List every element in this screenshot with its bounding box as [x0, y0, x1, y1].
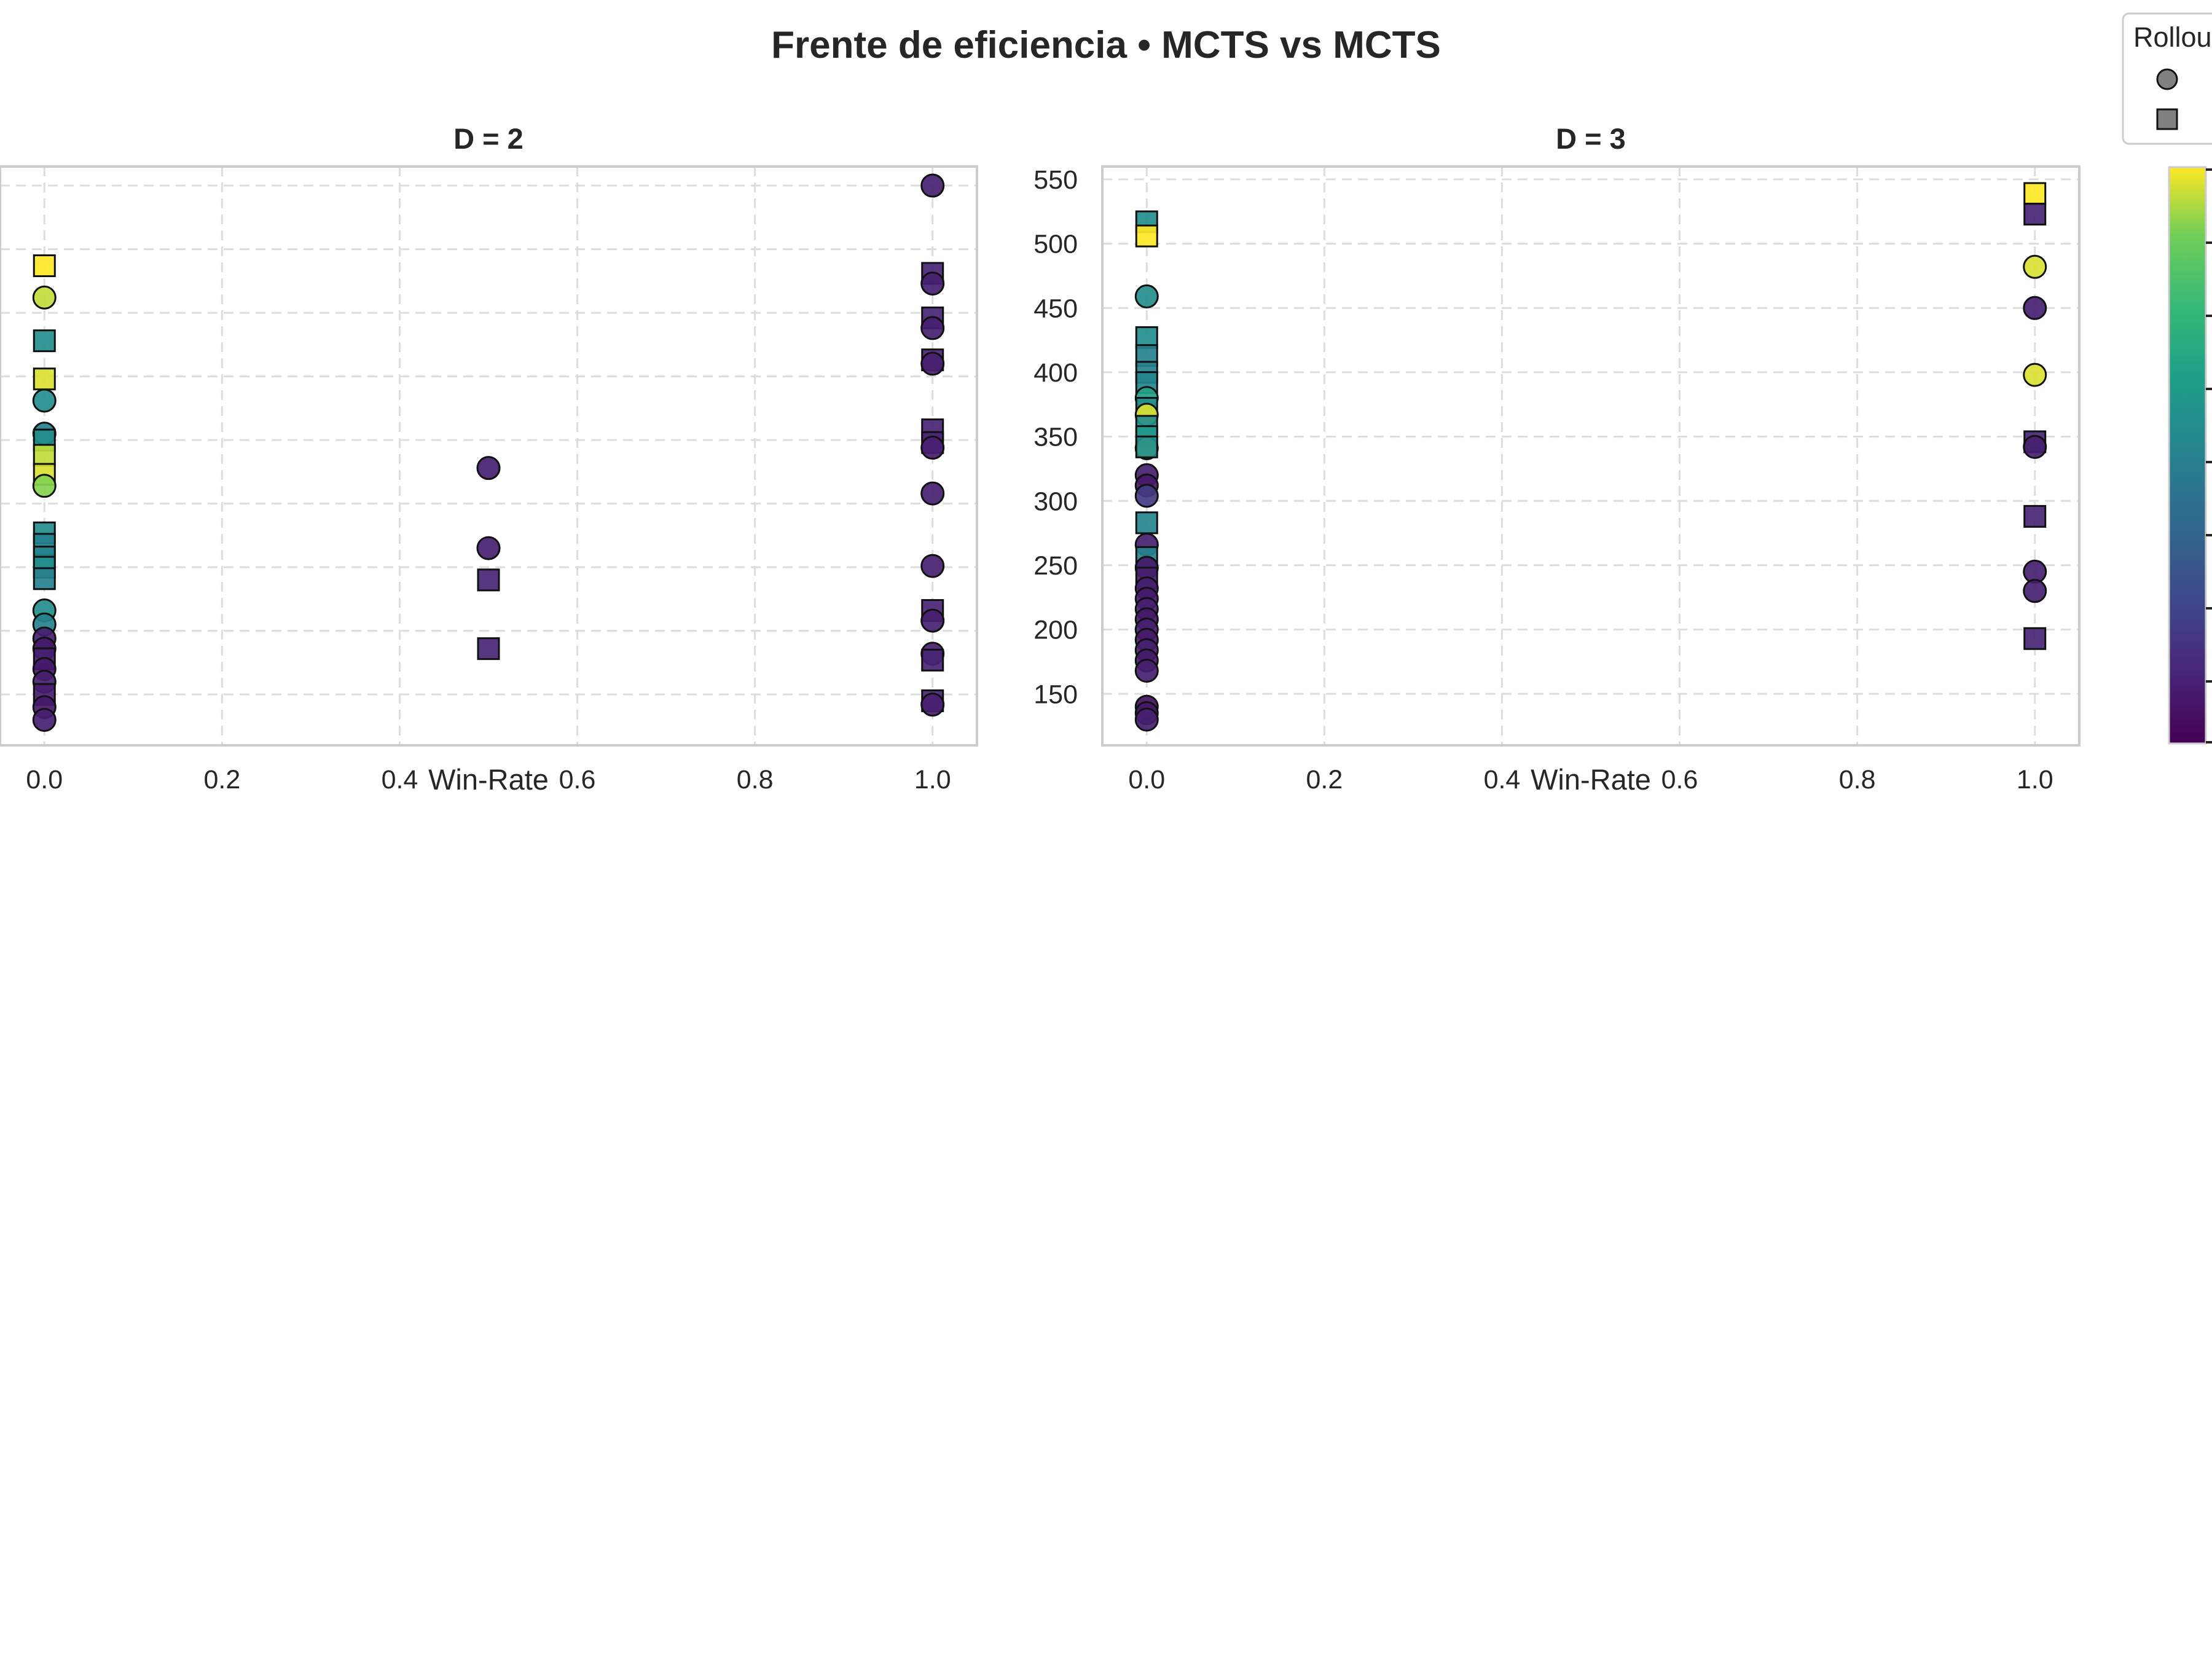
data-point-square: [2023, 182, 2047, 205]
y-tick-label: 550: [1033, 165, 1078, 195]
x-tick-label: 0.0: [26, 765, 63, 794]
data-point-circle: [920, 351, 945, 376]
data-point-square: [1135, 511, 1158, 535]
data-point-circle: [920, 173, 945, 198]
data-point-circle: [920, 271, 945, 296]
legend-circle-marker: [2156, 68, 2178, 90]
y-tick-label: 450: [1033, 294, 1078, 323]
points-d2: [32, 173, 945, 732]
x-tick-label: 0.8: [737, 765, 774, 794]
data-point-circle: [1134, 284, 1159, 308]
x-tick-label: 0.0: [1128, 765, 1165, 794]
plot-frame-d3: [1101, 165, 2081, 747]
y-tick-label: 400: [1033, 358, 1078, 388]
data-point-square: [33, 444, 56, 467]
grid-d3: [1102, 167, 2079, 745]
data-point-circle: [2023, 363, 2047, 387]
data-point-circle: [2023, 579, 2047, 603]
x-tick-label: 1.0: [914, 765, 951, 794]
panel-title-d3: D = 3: [1556, 122, 1626, 155]
data-point-circle: [920, 608, 945, 633]
data-point-circle: [32, 708, 57, 732]
points-d3: [1134, 182, 2047, 732]
x-axis-label-d3: Win-Rate: [1531, 763, 1651, 796]
data-point-circle: [2023, 254, 2047, 279]
data-point-circle: [1134, 484, 1159, 508]
data-point-square: [1135, 435, 1158, 458]
data-point-circle: [476, 536, 501, 560]
x-tick-label: 0.6: [559, 765, 596, 794]
x-tick-label: 0.4: [382, 765, 418, 794]
y-tick-label: 150: [1033, 680, 1078, 709]
y-tick-label: 300: [1033, 487, 1078, 516]
data-point-circle: [2023, 434, 2047, 459]
x-tick-label: 0.6: [1661, 765, 1698, 794]
data-point-circle: [920, 436, 945, 460]
data-point-square: [33, 329, 56, 353]
data-point-square: [921, 648, 944, 672]
data-point-circle: [32, 285, 57, 310]
data-point-square: [33, 367, 56, 391]
x-tick-label: 1.0: [2017, 765, 2053, 794]
x-tick-label: 0.8: [1839, 765, 1876, 794]
data-point-circle: [2023, 296, 2047, 320]
panel-d3: D = 3 Win-Rate 0.0 0.2 0.4 0.6 0.8 1.0 150 200 2…: [1033, 122, 2081, 796]
plot-frame-d2: [0, 165, 978, 747]
panel-title-d2: D = 2: [453, 122, 524, 155]
data-point-square: [1135, 224, 1158, 248]
data-point-square: [477, 637, 500, 661]
data-point-circle: [920, 481, 945, 506]
data-point-square: [33, 254, 56, 277]
data-point-square: [33, 567, 56, 590]
data-point-square: [477, 568, 500, 592]
x-tick-label: 0.2: [203, 765, 240, 794]
data-point-circle: [1134, 659, 1159, 683]
y-tick-label: 250: [1033, 551, 1078, 581]
data-point-circle: [920, 316, 945, 340]
panel-d2: D = 2 Win-Rate 0.0 0.2 0.4 0.6 0.8 1.0: [0, 122, 978, 796]
data-point-square: [2023, 504, 2047, 528]
data-point-square: [2023, 627, 2047, 650]
y-tick-label: 200: [1033, 616, 1078, 645]
legend: Rollou: [2122, 12, 2212, 145]
x-axis-label-d2: Win-Rate: [428, 763, 549, 796]
colorbar-gradient: [2168, 166, 2207, 745]
legend-square-marker: [2156, 108, 2178, 130]
colorbar: [2168, 166, 2212, 745]
data-point-circle: [32, 474, 57, 498]
data-point-circle: [920, 692, 945, 717]
data-point-circle: [476, 456, 501, 480]
data-point-square: [2023, 202, 2047, 226]
data-point-circle: [920, 554, 945, 578]
legend-title: Rollou: [2133, 22, 2212, 53]
y-tick-label: 500: [1033, 230, 1078, 259]
x-tick-label: 0.4: [1484, 765, 1521, 794]
data-point-circle: [32, 388, 57, 413]
figure-title: Frente de eficiencia • MCTS vs MCTS: [771, 24, 1441, 66]
data-point-circle: [1134, 707, 1159, 732]
y-tick-label: 350: [1033, 423, 1078, 452]
x-tick-label: 0.2: [1306, 765, 1343, 794]
